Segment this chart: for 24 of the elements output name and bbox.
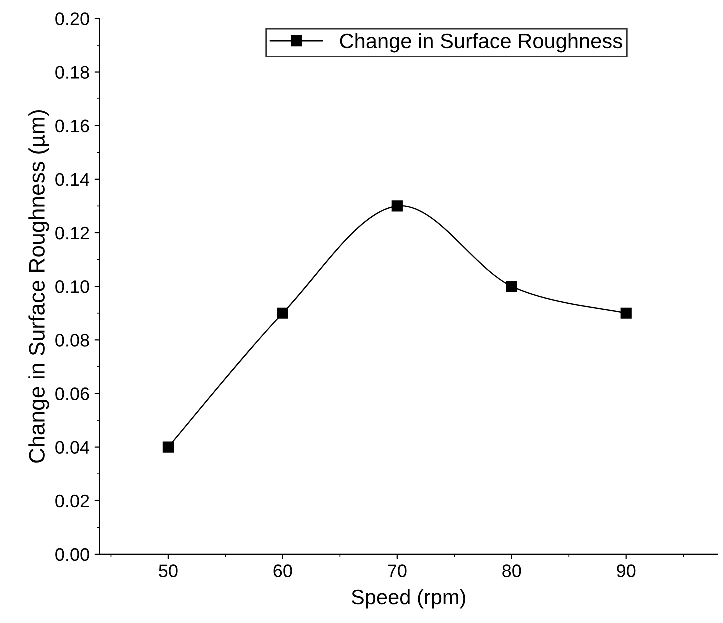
y-tick-label: 0.16 (56, 120, 90, 133)
x-tick-label: 80 (502, 564, 522, 578)
y-tick-label: 0.18 (56, 66, 90, 79)
y-axis-title: Change in Surface Roughness (µm) (28, 110, 50, 463)
y-tick-label: 0.20 (56, 12, 90, 26)
y-tick-label: 0.08 (56, 334, 90, 347)
x-axis-title: Speed (rpm) (352, 589, 466, 609)
x-tick-label: 70 (388, 564, 407, 578)
point (506, 281, 518, 292)
legend-label: Change in Surface Roughness (340, 33, 622, 53)
point (162, 442, 174, 453)
y-tick-label: 0.00 (56, 548, 90, 562)
y-tick-label: 0.06 (56, 388, 90, 400)
y-tick-label: 0.04 (56, 441, 90, 454)
y-tick-label: 0.12 (56, 226, 90, 240)
point (392, 200, 403, 212)
point (277, 308, 288, 319)
x-tick-label: 60 (274, 564, 292, 578)
point (620, 308, 632, 319)
x-tick-label: 50 (159, 564, 178, 578)
y-tick-label: 0.02 (56, 494, 90, 508)
y-tick-label: 0.10 (56, 280, 90, 294)
y-tick-label: 0.14 (56, 173, 90, 186)
x-tick-label: 90 (617, 564, 636, 578)
